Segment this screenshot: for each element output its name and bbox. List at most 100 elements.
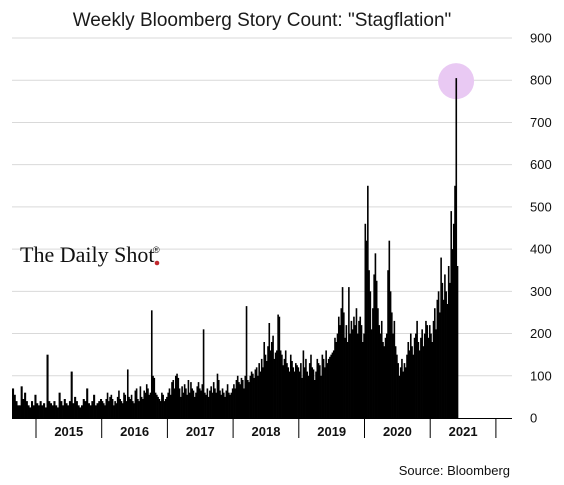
- bar: [315, 371, 317, 418]
- bar: [161, 392, 163, 418]
- bar: [279, 350, 282, 418]
- bar: [310, 354, 312, 418]
- bar: [224, 396, 226, 418]
- bar: [166, 396, 168, 418]
- bar: [276, 350, 278, 418]
- bar: [267, 346, 269, 418]
- x-tick-label: 2021: [449, 424, 478, 439]
- bar: [321, 354, 324, 418]
- bar: [399, 367, 402, 418]
- bar: [449, 282, 451, 418]
- bar: [454, 185, 456, 418]
- bar: [445, 291, 447, 418]
- bar: [394, 346, 397, 418]
- bar: [192, 390, 195, 418]
- bar: [393, 320, 396, 418]
- bar: [402, 371, 405, 418]
- bar: [228, 392, 230, 418]
- bar: [70, 371, 73, 418]
- bar: [418, 350, 421, 418]
- bar: [298, 371, 301, 418]
- bar: [369, 291, 372, 418]
- bar: [303, 367, 306, 418]
- bar: [317, 363, 320, 418]
- bar: [406, 354, 408, 418]
- bar: [30, 401, 34, 418]
- bar: [446, 304, 449, 418]
- bar: [173, 388, 176, 418]
- bar: [444, 274, 446, 418]
- bar: [162, 394, 164, 418]
- bar: [147, 388, 149, 418]
- bar: [135, 388, 138, 418]
- bar: [121, 403, 124, 418]
- bar: [13, 394, 16, 418]
- bar: [216, 373, 219, 418]
- bar: [191, 388, 194, 418]
- bar: [109, 396, 111, 418]
- bar: [149, 392, 152, 418]
- chart-title: Weekly Bloomberg Story Count: "Stagflati…: [73, 10, 452, 31]
- bar: [356, 333, 359, 418]
- bar: [263, 342, 266, 418]
- bar: [407, 342, 410, 418]
- bar: [241, 380, 244, 418]
- bar: [159, 401, 162, 418]
- bar: [326, 363, 329, 418]
- bar: [140, 396, 143, 418]
- bars: [12, 78, 459, 419]
- bar: [153, 377, 156, 418]
- bar: [373, 274, 375, 418]
- x-tick-label: 2020: [383, 424, 412, 439]
- bar: [411, 346, 413, 418]
- bar: [295, 363, 297, 418]
- bar: [20, 386, 23, 418]
- bar: [193, 396, 196, 418]
- bar: [113, 405, 115, 418]
- bar: [169, 394, 172, 418]
- bar: [272, 335, 274, 418]
- y-tick-label: 900: [530, 31, 552, 46]
- bar: [99, 399, 103, 418]
- bar: [332, 350, 335, 418]
- bar: [370, 329, 373, 418]
- bar: [86, 388, 89, 418]
- bar: [217, 380, 220, 418]
- bar: [396, 354, 398, 418]
- bar: [257, 375, 259, 418]
- bar: [75, 401, 78, 418]
- bar: [377, 308, 379, 418]
- bar: [41, 405, 44, 418]
- bar: [220, 394, 223, 418]
- bar: [22, 399, 25, 418]
- bar: [409, 333, 412, 418]
- bar: [288, 371, 291, 418]
- bar: [145, 384, 148, 418]
- bar: [284, 350, 287, 418]
- bar: [334, 337, 336, 418]
- bar: [259, 371, 262, 418]
- bar: [305, 358, 307, 418]
- bar: [316, 358, 319, 418]
- bar: [248, 382, 250, 418]
- bar: [397, 363, 399, 418]
- bar: [157, 396, 159, 418]
- bar: [212, 382, 215, 418]
- bar: [110, 394, 113, 418]
- bar: [234, 388, 236, 418]
- bar: [286, 363, 288, 418]
- bar: [452, 223, 455, 418]
- bar: [163, 401, 166, 418]
- bar: [423, 333, 426, 418]
- bar: [430, 333, 432, 418]
- bar: [388, 240, 391, 418]
- bar: [296, 365, 298, 418]
- bar: [455, 78, 458, 419]
- bar: [156, 394, 158, 418]
- bar: [63, 399, 66, 418]
- bar: [236, 375, 239, 418]
- bar: [440, 257, 442, 418]
- bar: [301, 377, 303, 418]
- bar: [39, 401, 42, 418]
- bar: [186, 394, 188, 418]
